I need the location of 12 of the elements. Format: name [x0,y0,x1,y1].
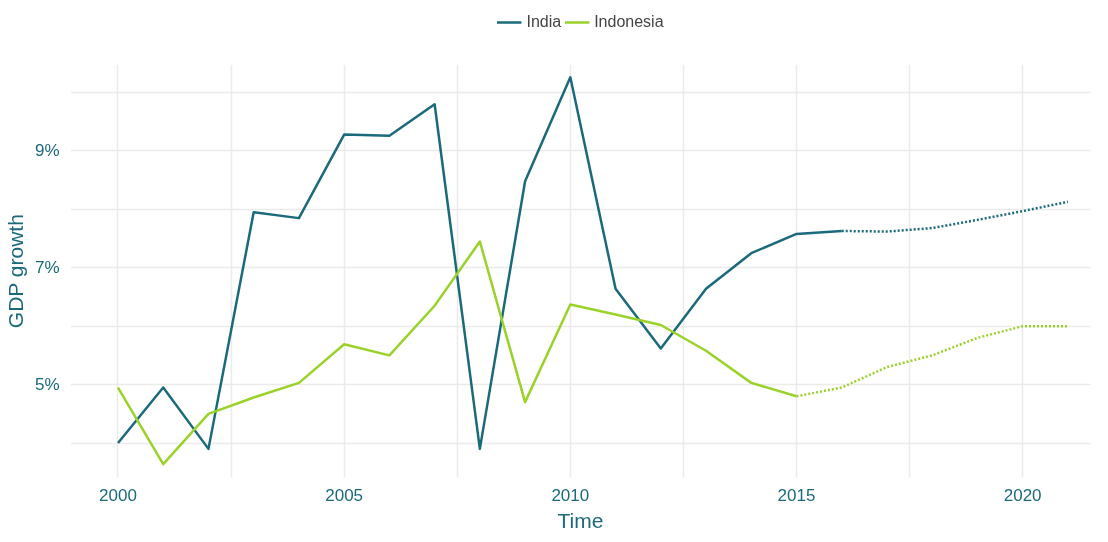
y-axis-title: GDP growth [3,214,27,329]
x-tick-label: 2010 [551,485,590,505]
y-tick-label: 9% [34,141,60,161]
x-tick-label: 2020 [1003,485,1042,505]
x-tick-label: 2005 [325,485,364,505]
legend-label: India [526,13,562,31]
y-tick-label: 7% [34,258,60,278]
legend-label: Indonesia [594,13,664,31]
x-tick-label: 2000 [99,485,137,505]
y-tick-label: 5% [34,375,60,395]
x-axis-title: Time [557,508,604,532]
x-tick-label: 2015 [777,485,816,505]
